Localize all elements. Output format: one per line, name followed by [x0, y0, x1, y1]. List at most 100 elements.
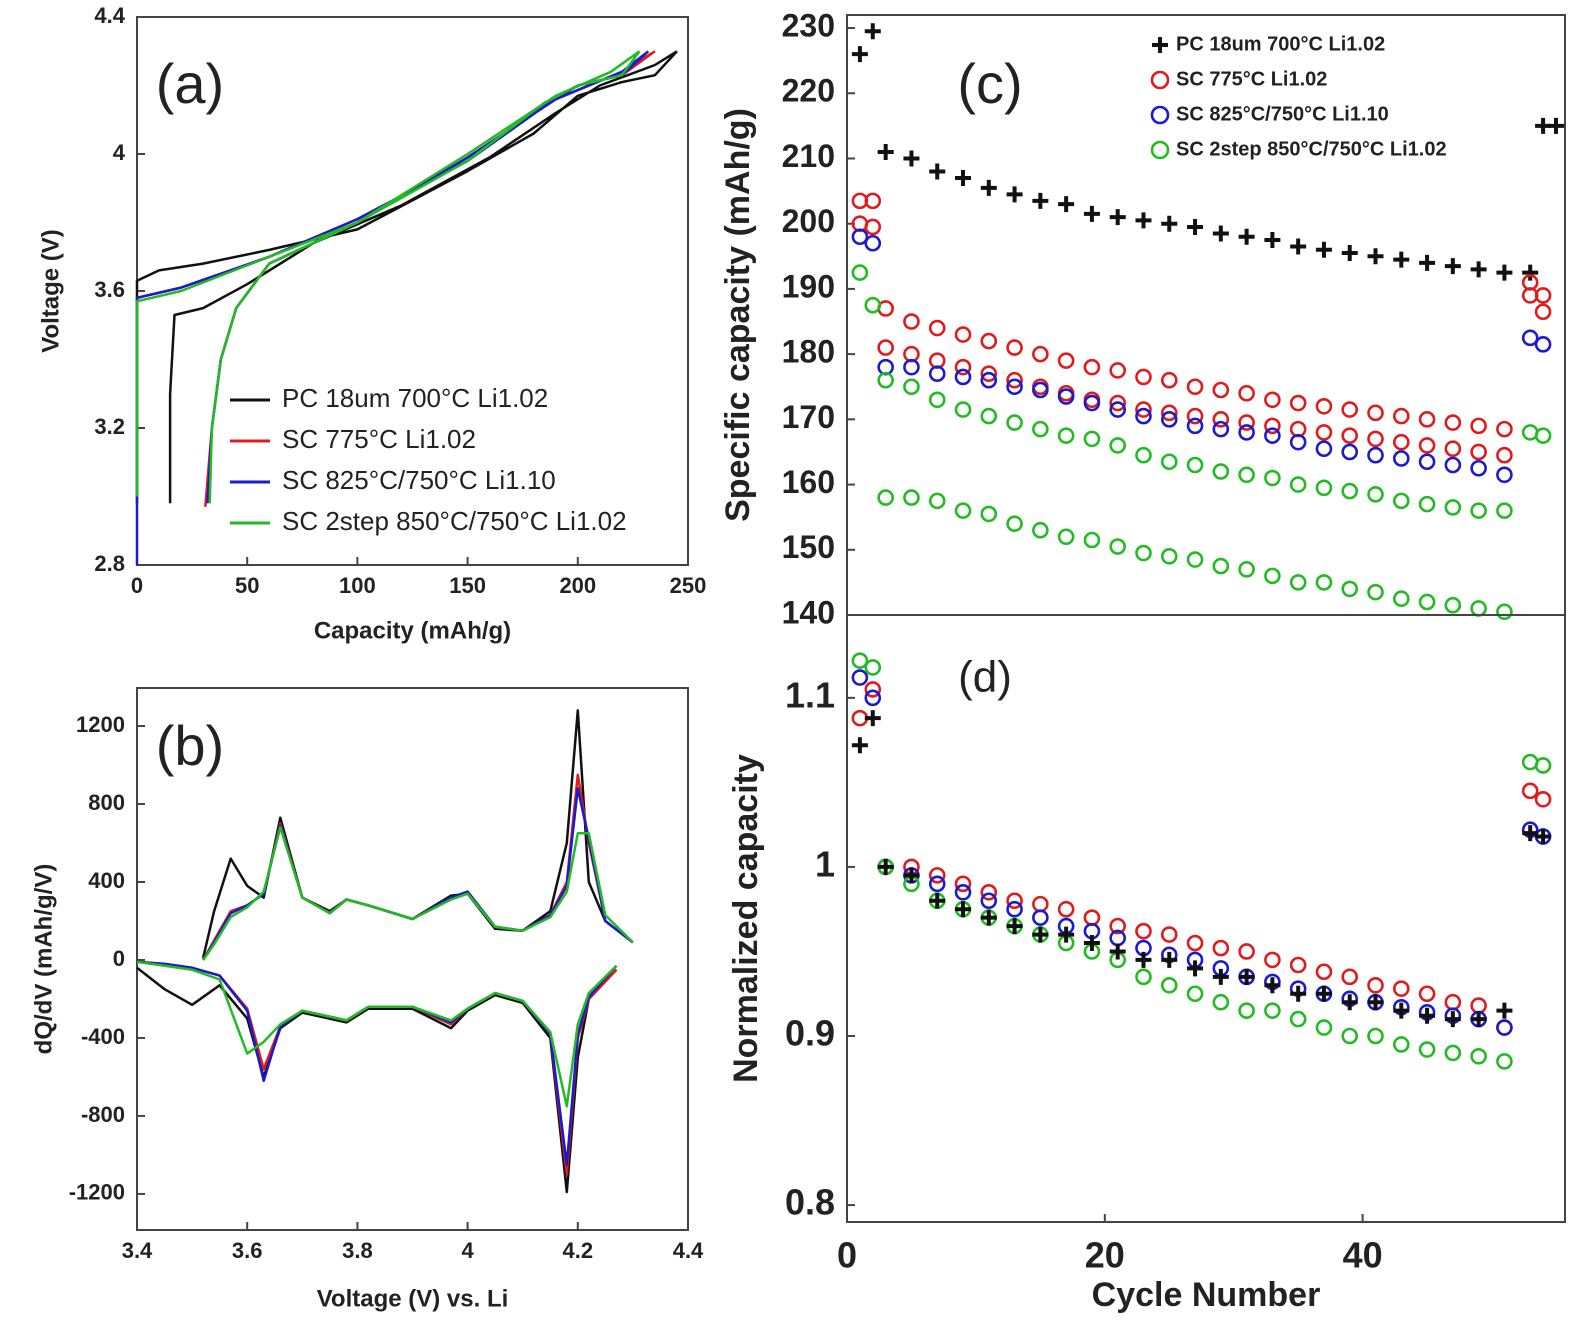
circle-marker	[1367, 430, 1384, 448]
plus-marker	[1006, 186, 1023, 203]
x-tick-label: 0	[837, 1235, 857, 1276]
circle-marker	[1341, 443, 1359, 461]
circle-marker	[1109, 437, 1127, 454]
circle-marker	[1006, 378, 1023, 396]
circle-marker	[1470, 459, 1487, 477]
plus-marker	[1496, 1002, 1513, 1019]
plus-marker	[1315, 241, 1332, 258]
plus-marker	[1315, 985, 1332, 1002]
circle-marker	[851, 264, 869, 281]
circle-marker	[954, 502, 972, 519]
circle-marker	[1032, 345, 1049, 363]
circle-marker	[1006, 515, 1023, 532]
circle-marker	[928, 365, 946, 382]
circle-marker	[1496, 603, 1513, 621]
data-line	[135, 50, 678, 504]
circle-marker	[954, 358, 972, 376]
circle-marker	[1057, 528, 1075, 546]
circle-marker	[1135, 368, 1152, 386]
y-axis-label: Normalized capacity	[727, 754, 765, 1083]
circle-marker	[1006, 900, 1023, 918]
circle-marker	[1418, 985, 1436, 1003]
circle-marker	[1289, 956, 1307, 974]
circle-marker	[1496, 1053, 1513, 1070]
plus-marker	[1393, 1002, 1410, 1019]
circle-marker	[928, 319, 946, 337]
x-tick-label: 200	[559, 573, 596, 598]
circle-marker	[1392, 407, 1410, 425]
circle-marker	[1470, 502, 1487, 519]
y-tick-label: 3.2	[94, 414, 125, 439]
plus-marker	[1161, 215, 1178, 232]
circle-marker	[1444, 596, 1462, 614]
y-tick-label: 230	[782, 7, 835, 43]
circle-marker	[1264, 427, 1281, 444]
circle-marker	[1496, 502, 1513, 519]
circle-marker	[1496, 1019, 1513, 1036]
circle-marker	[1289, 394, 1307, 412]
y-tick-label: 4	[113, 140, 126, 165]
circle-marker	[1264, 391, 1281, 409]
circle-marker	[1289, 433, 1307, 451]
circle-marker	[1186, 985, 1204, 1003]
circle-marker	[851, 669, 869, 686]
y-tick-label: -800	[81, 1102, 125, 1127]
circle-marker	[1238, 424, 1255, 441]
circle-marker	[1135, 544, 1152, 562]
circle-marker	[1212, 381, 1230, 399]
circle-marker	[1057, 900, 1075, 918]
circle-marker	[980, 371, 998, 389]
circle-marker	[1392, 450, 1410, 467]
plus-marker	[1290, 238, 1307, 255]
y-tick-label: 180	[782, 334, 835, 370]
circle-marker	[1264, 469, 1281, 487]
circle-marker	[903, 378, 920, 396]
circle-marker	[980, 505, 998, 523]
circle-marker	[1496, 446, 1513, 464]
circle-marker	[928, 867, 946, 884]
circle-marker	[1083, 358, 1101, 376]
circle-marker	[1006, 414, 1023, 431]
legend-label: SC 2step 850°C/750°C Li1.02	[282, 506, 627, 536]
circle-marker	[1521, 782, 1539, 800]
plus-marker	[1264, 977, 1281, 994]
y-tick-label: 1200	[76, 712, 125, 737]
circle-marker	[1521, 287, 1539, 304]
circle-marker	[1109, 401, 1127, 418]
x-tick-label: 4.4	[673, 1238, 704, 1263]
plus-marker	[1496, 264, 1513, 281]
circle-marker	[903, 313, 920, 330]
circle-marker	[864, 234, 882, 252]
plus-marker	[1135, 212, 1152, 229]
circle-marker	[1006, 339, 1023, 356]
circle-marker	[1032, 909, 1049, 926]
circle-marker	[1212, 557, 1230, 575]
plus-marker	[1419, 1007, 1436, 1024]
circle-marker	[1444, 440, 1462, 457]
plus-marker	[903, 867, 920, 884]
plus-marker	[1135, 951, 1152, 968]
legend-label: SC 2step 850°C/750°C Li1.02	[1176, 138, 1447, 160]
x-tick-label: 3.6	[232, 1238, 263, 1263]
plus-marker	[864, 23, 881, 40]
plus-marker	[955, 901, 972, 918]
plus-marker	[1470, 261, 1487, 278]
circle-marker	[1341, 580, 1359, 598]
circle-marker	[1444, 1044, 1462, 1062]
circle-marker	[1315, 424, 1333, 441]
circle-marker	[864, 659, 882, 676]
circle-marker	[1160, 548, 1178, 565]
circle-marker	[1238, 384, 1255, 402]
y-tick-label: 0.8	[785, 1182, 835, 1223]
plus-marker	[1419, 254, 1436, 271]
circle-marker	[1057, 427, 1075, 444]
circle-marker	[877, 489, 894, 506]
y-tick-label: 3.6	[94, 277, 125, 302]
plus-marker	[1109, 943, 1126, 960]
circle-marker	[903, 489, 920, 506]
y-tick-label: 220	[782, 73, 835, 109]
plus-marker	[955, 170, 972, 187]
circle-marker	[1212, 993, 1230, 1011]
circle-marker	[1496, 420, 1513, 438]
